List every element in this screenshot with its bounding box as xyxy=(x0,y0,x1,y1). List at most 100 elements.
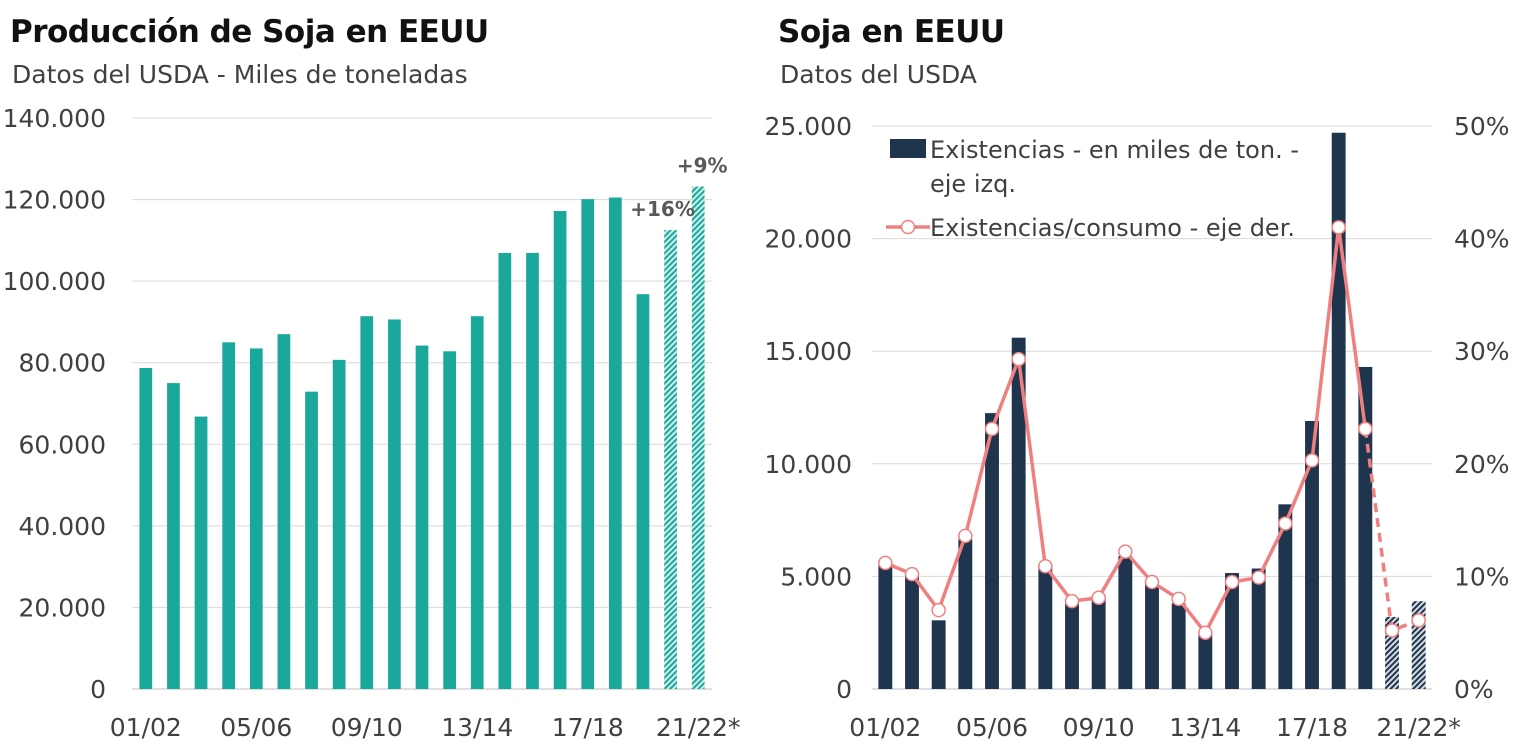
bar xyxy=(277,334,291,689)
ratio-point xyxy=(1251,570,1266,585)
y-tick-label: 140.000 xyxy=(3,104,106,133)
bar xyxy=(581,199,595,689)
ratio-point xyxy=(1144,574,1160,590)
y-left-tick-label: 5.000 xyxy=(780,562,852,591)
stock-bar xyxy=(1091,595,1106,689)
data-annotation: +9% xyxy=(677,154,728,178)
stock-bar xyxy=(1038,567,1053,689)
ratio-point xyxy=(1411,613,1426,628)
y-tick-label: 40.000 xyxy=(19,512,106,541)
y-left-tick-label: 25.000 xyxy=(765,112,852,141)
stock-bar xyxy=(1011,337,1026,689)
ratio-point xyxy=(1038,559,1053,574)
ratio-point xyxy=(1304,453,1320,468)
y-tick-label: 100.000 xyxy=(3,267,106,296)
bar xyxy=(139,368,153,689)
stocks-chart-subtitle: Datos del USDA xyxy=(780,60,977,89)
ratio-point xyxy=(1118,544,1133,559)
legend-line-marker xyxy=(900,219,916,235)
stock-bar xyxy=(1305,421,1319,689)
stock-bar xyxy=(1198,632,1213,689)
ratio-point xyxy=(1171,591,1186,607)
legend-bar-label-cont: eje izq. xyxy=(930,170,1016,198)
ratio-point xyxy=(1331,220,1346,235)
stock-bar xyxy=(1171,603,1186,689)
bar xyxy=(608,197,622,689)
ratio-point xyxy=(1384,623,1400,638)
bar xyxy=(194,416,208,689)
production-chart-panel: Producción de Soja en EEUU Datos del USD… xyxy=(3,14,741,742)
stocks-chart-panel: Soja en EEUU Datos del USDA 0 5.000 10.000… xyxy=(760,0,1514,750)
x-tick-label: 09/10 xyxy=(1063,713,1135,742)
x-tick-label: 09/10 xyxy=(331,713,403,742)
x-tick-label: 21/22* xyxy=(1376,713,1461,742)
y-left-tick-label: 20.000 xyxy=(765,225,852,254)
legend-line-label: Existencias/consumo - eje der. xyxy=(930,214,1295,242)
production-bar-chart: 0 20.000 40.000 60.000 80.000 100.000 120.000 1… xyxy=(3,104,741,742)
y-right-tick-label: 0% xyxy=(1454,675,1494,704)
bar xyxy=(360,316,374,689)
ratio-point xyxy=(1011,351,1026,367)
y-left-tick-label: 10.000 xyxy=(765,450,852,479)
stock-bar xyxy=(1118,556,1133,689)
stock-bar xyxy=(1145,584,1159,689)
y-right-tick-label: 30% xyxy=(1454,337,1510,366)
x-tick-label: 01/02 xyxy=(110,713,182,742)
stocks-chart-title: Soja en EEUU xyxy=(778,14,1005,50)
x-tick-label: 17/18 xyxy=(552,713,624,742)
bar xyxy=(305,391,318,689)
stock-bar xyxy=(1278,504,1293,689)
production-chart-subtitle: Datos del USDA - Miles de toneladas xyxy=(12,60,468,89)
ratio-point xyxy=(904,566,920,582)
bar xyxy=(470,316,484,689)
stock-bar xyxy=(1358,366,1373,689)
bar xyxy=(249,348,263,689)
ratio-point xyxy=(931,602,946,618)
ratio-point xyxy=(878,555,893,571)
stock-bar xyxy=(1065,603,1079,689)
stock-bar xyxy=(905,576,919,689)
stock-bar xyxy=(931,620,946,689)
y-right-tick-label: 10% xyxy=(1454,562,1510,591)
bar xyxy=(636,294,650,689)
bar xyxy=(443,351,456,689)
legend-bar-swatch xyxy=(890,139,926,158)
stock-bar xyxy=(958,539,973,689)
y-left-tick-label: 0 xyxy=(836,675,852,704)
bar xyxy=(222,342,236,689)
y-tick-label: 0 xyxy=(90,675,106,704)
forecast-bar xyxy=(664,230,677,690)
data-annotation: +16% xyxy=(630,197,695,221)
ratio-point xyxy=(1198,625,1213,640)
x-tick-label: 13/14 xyxy=(441,713,513,742)
legend-bar-label: Existencias - en miles de ton. - xyxy=(930,136,1299,164)
y-tick-label: 60.000 xyxy=(19,430,106,459)
stock-bar xyxy=(985,413,999,689)
ratio-line-forecast xyxy=(1363,428,1420,633)
y-left-tick-label: 15.000 xyxy=(765,337,852,366)
bar xyxy=(388,319,401,689)
y-tick-label: 80.000 xyxy=(19,349,106,378)
x-tick-label: 21/22* xyxy=(656,713,741,742)
ratio-point xyxy=(1064,593,1080,609)
y-right-tick-label: 50% xyxy=(1454,112,1510,141)
ratio-point xyxy=(1091,590,1106,606)
stock-bar xyxy=(1225,573,1239,689)
forecast-bar xyxy=(691,186,705,689)
ratio-point xyxy=(1358,421,1373,437)
ratio-point xyxy=(1224,574,1240,590)
x-tick-label: 17/18 xyxy=(1276,713,1348,742)
x-tick-label: 01/02 xyxy=(849,713,921,742)
bar xyxy=(332,359,346,689)
ratio-point xyxy=(1278,516,1293,531)
x-tick-label: 13/14 xyxy=(1169,713,1241,742)
bar xyxy=(167,383,180,689)
bar xyxy=(415,345,429,689)
stocks-combo-chart: 0 5.000 10.000 15.000 20.000 25.000 0% 10% 20% 30… xyxy=(765,112,1510,742)
stock-bar xyxy=(1251,568,1266,689)
bar xyxy=(498,253,512,689)
stock-bar xyxy=(1331,132,1346,690)
ratio-point xyxy=(984,421,1000,437)
bar xyxy=(526,253,539,689)
x-tick-label: 05/06 xyxy=(956,713,1028,742)
